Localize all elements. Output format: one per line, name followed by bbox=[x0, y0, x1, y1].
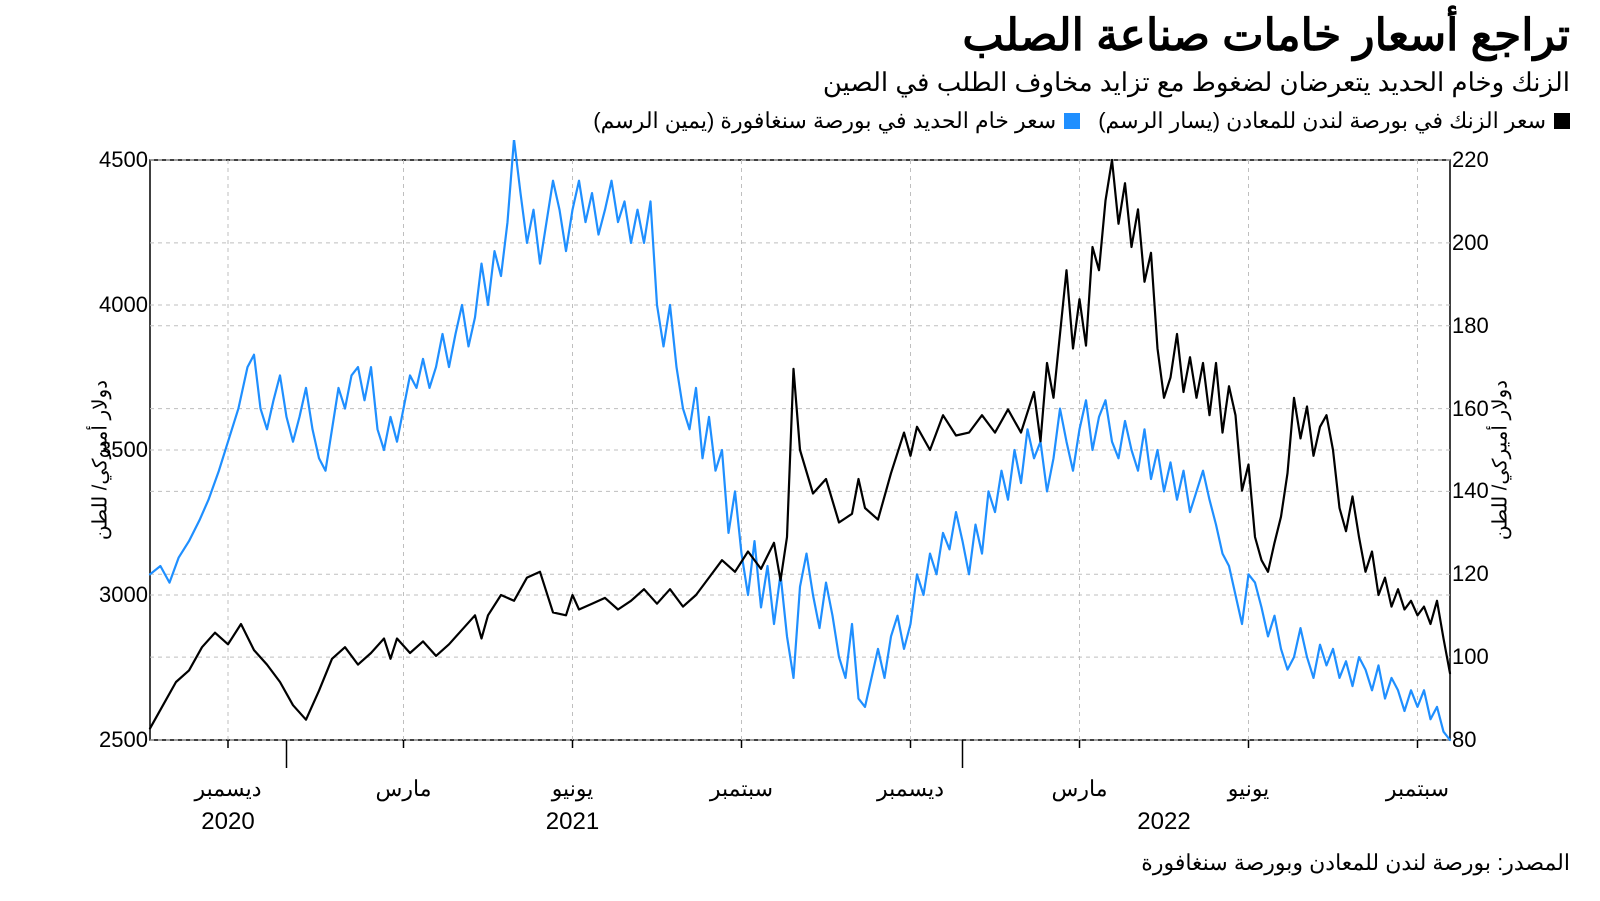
x-month-label: مارس bbox=[1052, 776, 1108, 802]
ytick-right: 120 bbox=[1452, 561, 1489, 587]
x-month-label: ديسمبر bbox=[194, 776, 261, 802]
chart-subtitle: الزنك وخام الحديد يتعرضان لضغوط مع تزايد… bbox=[30, 67, 1570, 98]
x-month-label: سبتمبر bbox=[710, 776, 773, 802]
chart-area: دولار أميركي/ للطن دولار أميركي/ للطن 25… bbox=[30, 140, 1570, 780]
ytick-right: 200 bbox=[1452, 230, 1489, 256]
chart-svg bbox=[30, 140, 1570, 780]
chart-source: المصدر: بورصة لندن للمعادن وبورصة سنغافو… bbox=[30, 850, 1570, 876]
x-year-label: 2020 bbox=[201, 808, 254, 836]
legend-label-iron: سعر خام الحديد في بورصة سنغافورة (يمين ا… bbox=[593, 108, 1056, 134]
x-month-label: مارس bbox=[376, 776, 432, 802]
x-month-label: يونيو bbox=[1228, 776, 1270, 802]
x-month-label: سبتمبر bbox=[1386, 776, 1449, 802]
ytick-left: 4000 bbox=[99, 292, 148, 318]
x-month-label: يونيو bbox=[552, 776, 594, 802]
x-month-label: ديسمبر bbox=[877, 776, 944, 802]
legend-swatch-iron bbox=[1064, 113, 1080, 129]
x-year-label: 2021 bbox=[546, 808, 599, 836]
ytick-right: 220 bbox=[1452, 147, 1489, 173]
ytick-right: 100 bbox=[1452, 644, 1489, 670]
ytick-right: 160 bbox=[1452, 396, 1489, 422]
ytick-right: 140 bbox=[1452, 478, 1489, 504]
ytick-left: 3500 bbox=[99, 437, 148, 463]
ytick-left: 2500 bbox=[99, 727, 148, 753]
legend-item-iron: سعر خام الحديد في بورصة سنغافورة (يمين ا… bbox=[593, 108, 1080, 134]
ytick-left: 4500 bbox=[99, 147, 148, 173]
legend-item-zinc: سعر الزنك في بورصة لندن للمعادن (يسار ال… bbox=[1098, 108, 1570, 134]
ytick-left: 3000 bbox=[99, 582, 148, 608]
right-axis-label: دولار أميركي/ للطن bbox=[1487, 380, 1512, 540]
x-axis-labels: ديسمبر مارس يونيو سبتمبر ديسمبر مارس يونيو سبتم… bbox=[30, 776, 1570, 846]
chart-title: تراجع أسعار خامات صناعة الصلب bbox=[30, 10, 1570, 61]
x-year-label: 2022 bbox=[1137, 808, 1190, 836]
ytick-right: 180 bbox=[1452, 313, 1489, 339]
ytick-right: 80 bbox=[1452, 727, 1476, 753]
legend-swatch-zinc bbox=[1554, 113, 1570, 129]
legend: سعر الزنك في بورصة لندن للمعادن (يسار ال… bbox=[30, 108, 1570, 134]
legend-label-zinc: سعر الزنك في بورصة لندن للمعادن (يسار ال… bbox=[1098, 108, 1546, 134]
